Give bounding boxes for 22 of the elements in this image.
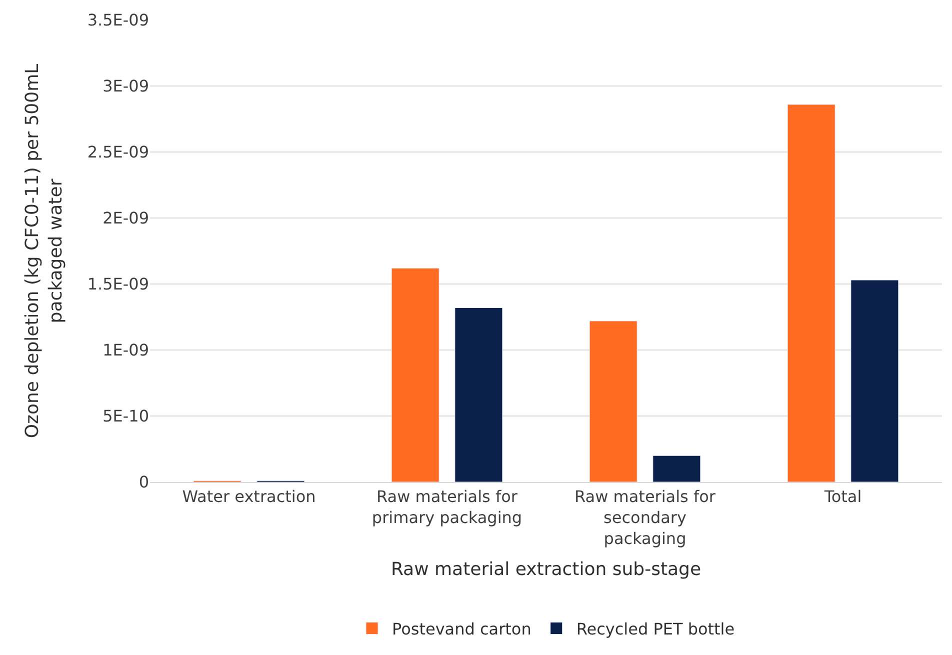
bar [391, 268, 440, 482]
y-tick-label: 2.5E-09 [87, 142, 149, 162]
y-tick-label: 2E-09 [102, 208, 149, 228]
bar [454, 308, 503, 482]
x-axis-title: Raw material extraction sub-stage [390, 558, 702, 580]
x-tick-label: Total [823, 487, 862, 506]
x-tick-label: Raw materials for secondary packaging [574, 487, 716, 548]
y-tick-label: 3.5E-09 [87, 10, 149, 30]
x-tick-label: Raw materials for primary packaging [372, 487, 522, 527]
y-tick-label: 0 [138, 472, 149, 492]
legend-label: Postevand carton [392, 620, 532, 638]
bar [652, 455, 701, 482]
bar [589, 320, 638, 482]
y-tick-label: 1E-09 [102, 340, 149, 360]
x-tick-label: Water extraction [182, 487, 316, 506]
bar [850, 280, 899, 482]
y-tick-label: 3E-09 [102, 76, 149, 96]
legend-label: Recycled PET bottle [576, 620, 735, 638]
y-tick-label: 1.5E-09 [87, 274, 149, 294]
bar [787, 104, 836, 482]
y-tick-label: 5E-10 [102, 406, 149, 426]
y-axis-title: Ozone depletion (kg CFC0-11) per 500mL packaged water [22, 64, 67, 438]
